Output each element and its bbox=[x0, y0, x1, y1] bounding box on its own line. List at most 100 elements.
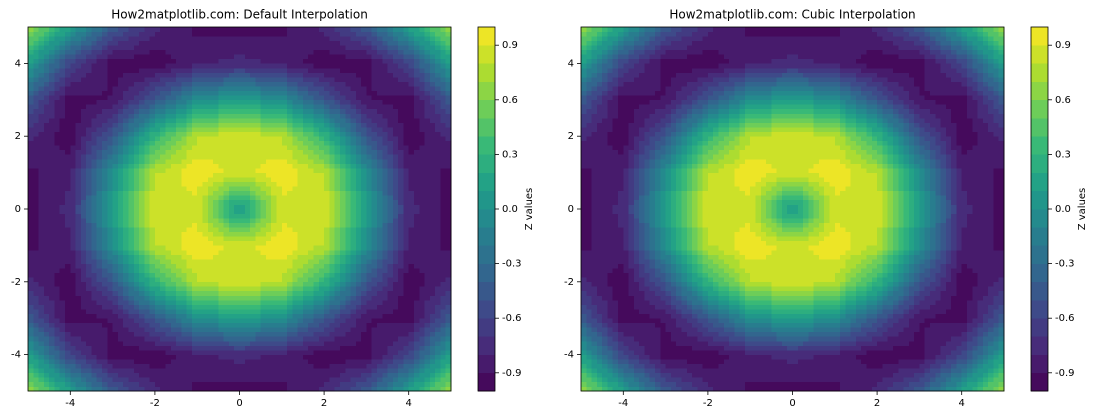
contour-cell bbox=[154, 350, 161, 355]
contour-cell bbox=[308, 218, 314, 223]
contour-cell bbox=[123, 286, 129, 292]
contour-cell bbox=[329, 318, 335, 324]
contour-cell bbox=[445, 381, 452, 387]
contour-cell bbox=[334, 140, 341, 146]
contour-cell bbox=[292, 231, 298, 237]
contour-cell bbox=[435, 368, 441, 374]
contour-cell bbox=[281, 386, 288, 392]
contour-cell bbox=[419, 359, 425, 364]
contour-cell bbox=[154, 336, 161, 342]
contour-cell bbox=[392, 272, 399, 278]
contour-cell bbox=[170, 209, 177, 214]
contour-cell bbox=[345, 300, 351, 305]
contour-cell bbox=[80, 245, 87, 251]
contour-cell bbox=[424, 368, 431, 374]
contour-cell bbox=[318, 272, 325, 278]
contour-cell bbox=[107, 331, 113, 337]
contour-cell bbox=[91, 354, 98, 360]
contour-cell bbox=[207, 136, 214, 142]
contour-cell bbox=[112, 386, 119, 392]
contour-cell bbox=[38, 190, 45, 196]
contour-cell bbox=[154, 254, 161, 260]
contour-cell bbox=[139, 199, 145, 205]
contour-cell bbox=[234, 127, 240, 132]
contour-cell bbox=[334, 313, 341, 319]
contour-cell bbox=[392, 231, 399, 237]
contour-cell bbox=[186, 172, 193, 178]
contour-cell bbox=[70, 381, 76, 387]
contour-cell bbox=[265, 236, 272, 242]
contour-cell bbox=[38, 199, 45, 205]
contour-cell bbox=[339, 386, 346, 392]
contour-cell bbox=[424, 149, 431, 155]
contour-cell bbox=[276, 218, 283, 223]
contour-cell bbox=[139, 363, 145, 369]
contour-cell bbox=[435, 331, 441, 337]
contour-cell bbox=[271, 245, 277, 251]
contour-cell bbox=[176, 368, 182, 374]
contour-cell bbox=[49, 104, 55, 110]
contour-cell bbox=[33, 240, 39, 246]
contour-cell bbox=[302, 345, 309, 351]
contour-cell bbox=[191, 145, 198, 151]
contour-cell bbox=[102, 295, 108, 301]
contour-cell bbox=[287, 122, 293, 128]
contour-cell bbox=[191, 249, 198, 255]
contour-cell bbox=[176, 340, 182, 346]
contour-cell bbox=[191, 136, 198, 142]
contour-cell bbox=[107, 154, 113, 160]
contour-cell bbox=[260, 363, 267, 369]
contour-cell bbox=[318, 154, 325, 160]
contour-cell bbox=[387, 236, 394, 242]
contour-cell bbox=[107, 204, 113, 210]
contour-cell bbox=[49, 99, 55, 105]
contour-cell bbox=[191, 336, 198, 342]
contour-cell bbox=[43, 354, 50, 360]
contour-cell bbox=[366, 254, 372, 260]
contour-cell bbox=[117, 199, 124, 205]
contour-cell bbox=[345, 145, 351, 151]
contour-cell bbox=[86, 381, 92, 387]
contour-cell bbox=[440, 204, 447, 210]
contour-cell bbox=[28, 236, 34, 242]
contour-cell bbox=[334, 318, 341, 324]
contour-cell bbox=[408, 218, 415, 223]
contour-cell bbox=[297, 309, 304, 314]
contour-cell bbox=[255, 113, 261, 119]
contour-cell bbox=[387, 377, 394, 383]
contour-cell bbox=[350, 345, 357, 351]
contour-cell bbox=[70, 372, 76, 378]
contour-cell bbox=[276, 131, 283, 137]
contour-cell bbox=[345, 240, 351, 246]
contour-cell bbox=[80, 127, 87, 132]
contour-cell bbox=[361, 149, 367, 155]
contour-cell bbox=[213, 254, 219, 260]
contour-cell bbox=[117, 386, 124, 392]
contour-cell bbox=[102, 322, 108, 328]
contour-cell bbox=[123, 295, 129, 301]
contour-cell bbox=[170, 345, 177, 351]
contour-cell bbox=[271, 286, 277, 292]
contour-cell bbox=[149, 377, 156, 383]
contour-cell bbox=[260, 186, 267, 192]
contour-cell bbox=[49, 199, 55, 205]
contour-cell bbox=[228, 145, 235, 151]
contour-cell bbox=[70, 377, 76, 383]
contour-cell bbox=[324, 118, 330, 123]
contour-cell bbox=[318, 213, 325, 219]
contour-cell bbox=[28, 168, 34, 173]
contour-cell bbox=[197, 249, 203, 255]
contour-cell bbox=[123, 222, 129, 228]
contour-cell bbox=[244, 131, 251, 137]
contour-cell bbox=[413, 245, 420, 251]
contour-cell bbox=[308, 340, 314, 346]
contour-cell bbox=[435, 354, 441, 360]
contour-cell bbox=[324, 304, 330, 310]
contour-cell bbox=[202, 108, 209, 114]
contour-cell bbox=[387, 140, 394, 146]
contour-cell bbox=[271, 222, 277, 228]
contour-cell bbox=[424, 309, 431, 314]
contour-cell bbox=[292, 209, 298, 214]
contour-cell bbox=[334, 127, 341, 132]
contour-cell bbox=[345, 290, 351, 296]
